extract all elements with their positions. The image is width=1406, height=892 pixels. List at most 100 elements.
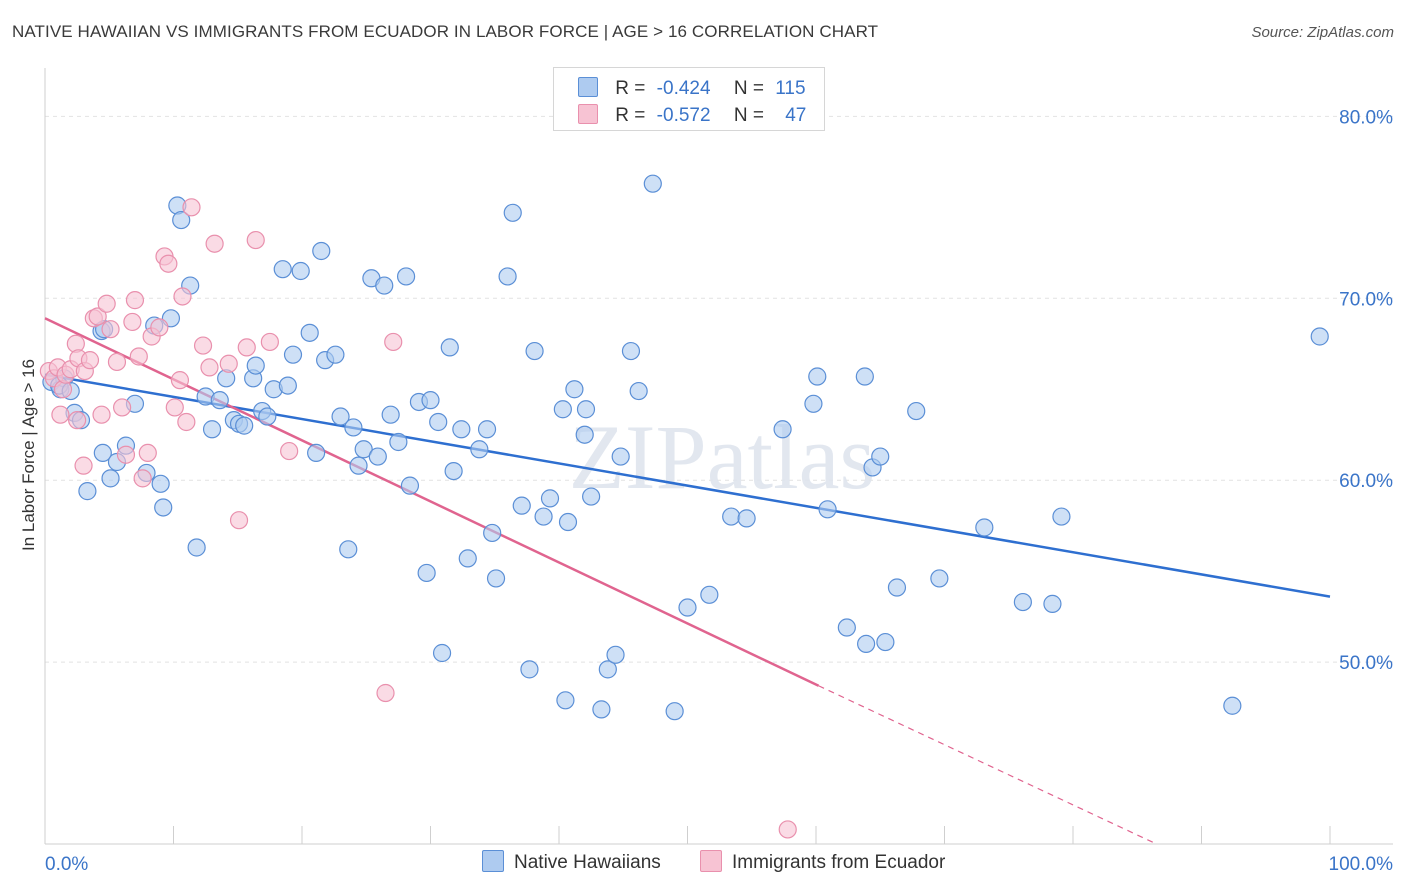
- native-hawaiian-point: [1043, 594, 1062, 613]
- legend-item-ecuador[interactable]: Immigrants from Ecuador: [700, 850, 945, 874]
- native-hawaiian-point: [375, 276, 394, 295]
- x-tick-label: 0.0%: [45, 854, 88, 875]
- ecuador-point: [125, 291, 145, 310]
- native-hawaiian-point: [540, 489, 560, 508]
- native-hawaiian-point: [837, 618, 856, 637]
- native-hawaiian-point: [154, 498, 173, 517]
- ecuador-point: [200, 358, 219, 377]
- native-hawaiian-point: [470, 440, 489, 459]
- native-hawaiian-point: [773, 420, 792, 439]
- native-hawaiian-point: [312, 241, 331, 261]
- ecuador-point: [112, 398, 132, 417]
- legend-item-native-hawaiians[interactable]: Native Hawaiians: [482, 850, 661, 874]
- native-hawaiian-point: [887, 578, 907, 597]
- native-hawaiian-point: [665, 702, 684, 721]
- blue-swatch: [578, 77, 598, 97]
- native-hawaiian-point: [278, 376, 297, 395]
- native-hawaiian-point: [432, 643, 452, 663]
- ecuador-trendline-extension: [818, 685, 1157, 845]
- ecuador-point: [778, 820, 797, 839]
- native-hawaiian-point: [534, 507, 553, 526]
- trend-lines: [44, 317, 1331, 845]
- native-hawaiian-point: [1052, 507, 1071, 526]
- native-hawaiian-point: [349, 456, 368, 475]
- native-hawaiian-point: [381, 405, 400, 424]
- native-hawaiian-point: [273, 260, 292, 279]
- native-hawaiian-point: [246, 356, 265, 375]
- ecuador-point: [107, 352, 127, 372]
- source-label: Source: ZipAtlas.com: [1251, 24, 1394, 41]
- n-label: N =: [733, 78, 764, 99]
- ecuador-point: [173, 287, 192, 306]
- y-tick-label: 80.0%: [1339, 107, 1393, 128]
- ecuador-point: [74, 456, 93, 475]
- native-hawaiian-point: [235, 416, 254, 435]
- native-hawaiian-point: [483, 523, 502, 543]
- tick-labels: 50.0% 60.0% 70.0% 80.0% 0.0% 100.0%: [45, 107, 1393, 875]
- x-tick-label: 100.0%: [1329, 854, 1394, 875]
- ecuador-point: [101, 320, 120, 339]
- blue-swatch: [482, 850, 504, 872]
- native-hawaiian-point: [598, 660, 617, 679]
- native-hawaiian-point: [553, 400, 572, 419]
- data-points: [39, 174, 1329, 839]
- native-hawaiian-point: [512, 496, 531, 515]
- native-hawaiian-point: [556, 691, 575, 710]
- y-tick-label: 60.0%: [1339, 471, 1393, 492]
- native-hawaiian-point: [172, 210, 191, 230]
- stats-legend: R = -0.424 N = 115 R = -0.572 N = 47: [553, 67, 825, 131]
- native-hawaiian-point: [498, 267, 517, 286]
- chart-title: NATIVE HAWAIIAN VS IMMIGRANTS FROM ECUAD…: [12, 22, 879, 41]
- ecuador-point: [129, 347, 148, 366]
- native-hawaiian-point: [452, 420, 471, 439]
- axes: [44, 68, 1393, 845]
- native-hawaiian-point: [1013, 592, 1032, 612]
- native-hawaiian-point: [930, 569, 949, 588]
- native-hawaiian-point: [78, 482, 97, 501]
- ecuador-point: [193, 336, 213, 355]
- n-label: N =: [733, 105, 764, 126]
- ecuador-point: [92, 405, 111, 424]
- ecuador-point: [116, 445, 136, 464]
- native-hawaiian-point: [1310, 327, 1329, 346]
- native-hawaiian-point: [576, 400, 596, 419]
- n-value: 47: [785, 105, 807, 126]
- native-hawaiian-point: [857, 634, 876, 654]
- ecuador-point: [159, 254, 178, 273]
- native-hawaiian-point: [300, 323, 319, 342]
- native-hawaiian-point: [575, 425, 594, 444]
- native-hawaiian-point: [486, 569, 506, 588]
- ecuador-point: [133, 469, 152, 488]
- native-hawaiian-point: [93, 443, 112, 463]
- native-hawaiian-point: [606, 645, 625, 664]
- native-hawaiian-point: [400, 476, 420, 495]
- native-hawaiian-point: [210, 391, 229, 410]
- native-hawaiian-point: [307, 443, 326, 463]
- native-hawaiian-point: [151, 474, 170, 493]
- ecuador-point: [376, 683, 395, 703]
- native-hawaiian-point: [417, 563, 436, 583]
- pink-swatch: [578, 104, 598, 124]
- native-hawaiian-point: [737, 509, 756, 528]
- ecuador-point: [68, 411, 87, 430]
- native-hawaiian-point: [876, 632, 895, 652]
- native-hawaiian-point: [101, 469, 120, 488]
- native-hawaiian-point: [558, 512, 578, 532]
- native-hawaiian-point: [477, 420, 497, 439]
- native-hawaiian-point: [611, 447, 630, 466]
- native-hawaiian-point: [202, 420, 222, 439]
- native-hawaiian-point: [354, 440, 373, 459]
- native-hawaiian-point: [368, 447, 387, 466]
- native-hawaiian-point: [503, 203, 522, 222]
- ecuador-point: [205, 234, 224, 253]
- ecuador-point: [150, 318, 169, 337]
- native-hawaiian-point: [565, 380, 584, 399]
- y-tick-label: 70.0%: [1339, 289, 1393, 310]
- ecuador-point: [165, 398, 184, 417]
- native-hawaiian-point: [440, 338, 459, 357]
- native-hawaiian-point: [525, 341, 544, 361]
- native-hawaiian-point: [722, 507, 741, 526]
- native-hawaiian-point: [643, 174, 662, 193]
- native-hawaiian-point: [283, 345, 303, 364]
